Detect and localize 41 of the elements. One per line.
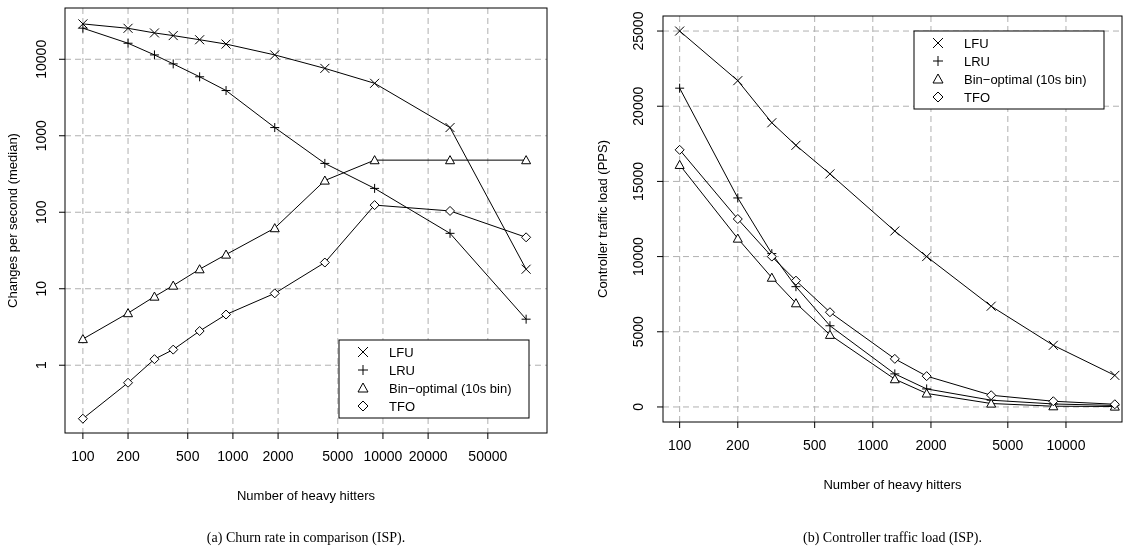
x-tick-label: 10000 — [363, 448, 403, 464]
y-tick-label: 25000 — [630, 11, 646, 51]
y-axis-title: Controller traffic load (PPS) — [595, 140, 610, 298]
x-tick-label: 20000 — [408, 448, 448, 464]
text: (b) Controller traffic load (ISP). — [803, 530, 982, 546]
x-tick-label: 5000 — [322, 448, 354, 464]
legend-label: LRU — [964, 54, 991, 69]
x-tick-label: 10000 — [1046, 437, 1086, 453]
legend-label: Bin−optimal (10s bin) — [389, 381, 512, 396]
y-tick-label: 100 — [33, 200, 49, 224]
legend-label: TFO — [964, 90, 990, 105]
y-tick-label: 0 — [630, 402, 646, 411]
y-tick-label: 5000 — [630, 316, 646, 348]
legend-label: TFO — [389, 399, 415, 414]
x-tick-label: 50000 — [468, 448, 508, 464]
x-tick-label: 2000 — [915, 437, 947, 453]
y-tick-label: 10000 — [630, 236, 646, 277]
y-tick-label: 10000 — [33, 39, 49, 79]
x-tick-label: 2000 — [262, 448, 294, 464]
x-tick-label: 200 — [726, 437, 750, 453]
y-tick-label: 1 — [33, 361, 49, 370]
text: (a) Churn rate in comparison (ISP). — [206, 530, 406, 546]
y-axis-title: Changes per second (median) — [5, 133, 20, 308]
x-tick-label: 100 — [667, 437, 692, 453]
legend-label: LFU — [389, 345, 414, 360]
x-axis-title: Number of heavy hitters — [823, 477, 962, 492]
legend-label: Bin−optimal (10s bin) — [964, 72, 1087, 87]
x-tick-label: 500 — [802, 437, 827, 453]
x-tick-label: 200 — [116, 448, 140, 464]
y-tick-label: 1000 — [33, 119, 49, 152]
x-tick-label: 1000 — [857, 437, 889, 453]
legend-label: LFU — [964, 36, 989, 51]
x-tick-label: 500 — [176, 448, 200, 464]
x-tick-label: 1000 — [217, 448, 249, 464]
x-tick-label: 5000 — [992, 437, 1024, 453]
legend-label: LRU — [389, 363, 416, 378]
y-tick-label: 20000 — [630, 86, 646, 126]
y-tick-label: 15000 — [630, 161, 646, 201]
y-tick-label: 10 — [33, 280, 49, 297]
x-axis-title: Number of heavy hitters — [236, 488, 376, 503]
x-tick-label: 100 — [71, 448, 95, 464]
